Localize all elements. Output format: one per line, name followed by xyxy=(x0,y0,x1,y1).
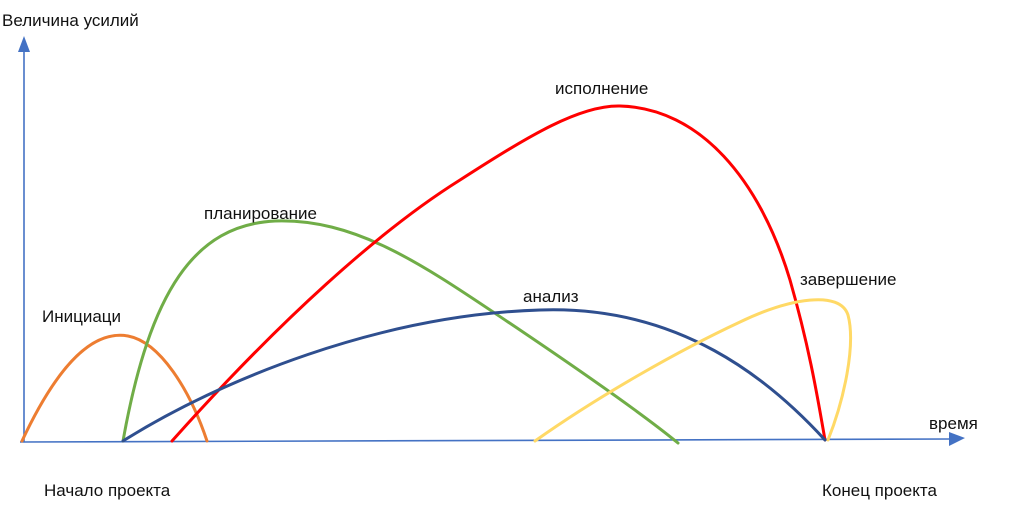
execution-label: исполнение xyxy=(555,79,648,98)
curve-execution xyxy=(170,104,827,443)
initiation-label: Инициаци xyxy=(42,307,121,326)
y-axis-label: Величина усилий xyxy=(2,11,139,30)
x-axis xyxy=(19,438,951,443)
y-axis-arrow-icon xyxy=(18,36,30,52)
x-axis-arrow-icon xyxy=(949,432,965,446)
curve-completion xyxy=(533,298,852,443)
curve-analysis xyxy=(121,308,827,443)
completion-label: завершение xyxy=(800,270,896,289)
planning-label: планирование xyxy=(204,204,317,223)
x-axis-label: время xyxy=(929,414,978,433)
start-marker-label: Начало проекта xyxy=(44,481,171,500)
curve-initiation xyxy=(20,333,209,443)
analysis-label: анализ xyxy=(523,287,579,306)
end-marker-label: Конец проекта xyxy=(822,481,937,500)
curve-planning xyxy=(121,219,680,445)
